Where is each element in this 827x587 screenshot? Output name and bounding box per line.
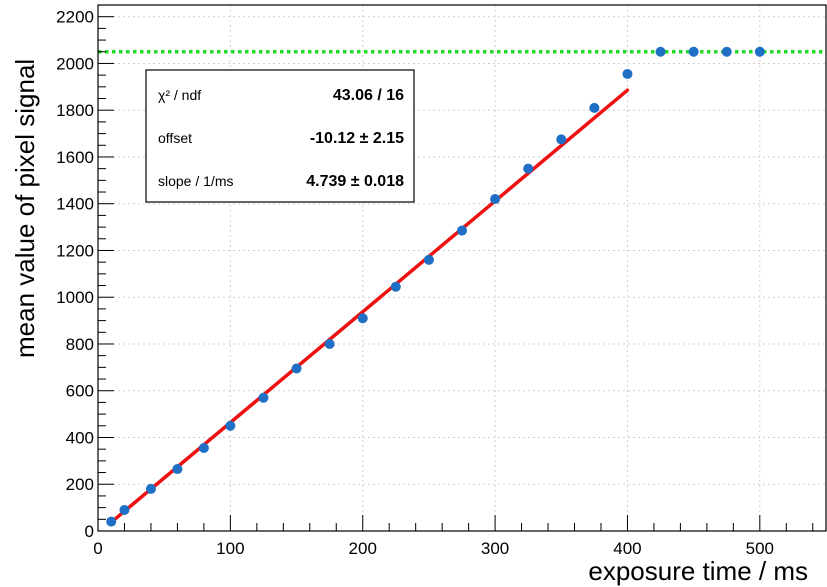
data-point [291,363,302,374]
data-point [556,134,567,145]
x-tick-label: 0 [93,539,102,558]
stats-offset-label: offset [158,130,192,146]
x-axis-title: exposure time / ms [588,556,808,586]
y-tick-label: 2000 [56,54,94,73]
y-tick-label: 1800 [56,101,94,120]
y-tick-label: 400 [66,428,94,447]
data-point [357,313,368,324]
y-tick-label: 1400 [56,195,94,214]
data-point [172,464,183,475]
y-tick-label: 2200 [56,8,94,27]
y-tick-label: 0 [85,522,94,541]
x-tick-label: 100 [216,539,244,558]
x-tick-label: 300 [481,539,509,558]
data-point [622,68,633,79]
data-point [258,392,269,403]
data-point [457,225,467,236]
data-point [198,443,209,454]
y-tick-label: 200 [66,475,94,494]
data-point [390,281,401,292]
data-points [106,46,765,527]
data-point [589,102,600,113]
y-tick-label: 600 [66,382,94,401]
stats-slope-label: slope / 1/ms [158,173,233,189]
data-point [754,46,765,57]
stats-box: χ² / ndf 43.06 / 16 offset -10.12 ± 2.15… [145,69,415,203]
data-point [225,420,236,431]
data-point [145,483,156,494]
x-tick-label: 400 [613,539,641,558]
plot-frame [97,4,827,532]
axis-ticks [97,4,814,532]
y-axis-title: mean value of pixel signal [10,59,40,358]
data-point [423,254,434,265]
data-point [655,46,666,57]
stats-offset-value: -10.12 ± 2.15 [310,130,404,147]
x-tick-label: 200 [349,539,377,558]
x-tick-label: 500 [746,539,774,558]
stats-chi2-value: 43.06 / 16 [333,87,404,104]
y-tick-label: 1200 [56,241,94,260]
stats-box-border [145,69,415,203]
tick-labels: 0 100 200 300 400 500 0 200 400 600 800 1000 1200 140… [56,8,774,558]
stats-chi2-label: χ² / ndf [158,87,201,103]
data-point [490,194,501,205]
stats-slope-value: 4.739 ± 0.018 [306,173,404,190]
data-point [324,338,335,349]
data-point [119,504,130,515]
y-tick-label: 800 [66,335,94,354]
data-point [688,46,699,57]
data-point [523,163,534,174]
y-tick-label: 1600 [56,148,94,167]
fit-line [109,88,630,525]
data-point [106,516,117,527]
y-tick-label: 1000 [56,288,94,307]
data-point [721,46,732,57]
